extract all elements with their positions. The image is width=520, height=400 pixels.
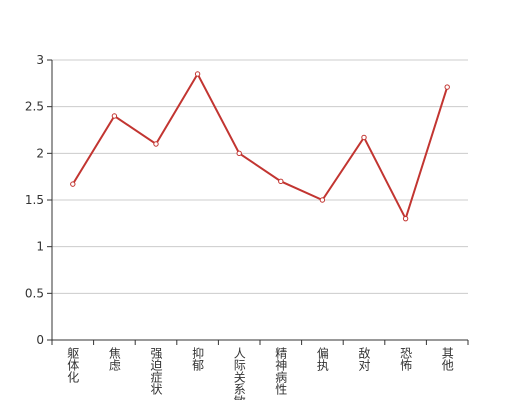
x-tick-label: 焦虑 — [107, 347, 121, 371]
y-tick-label: 0.5 — [25, 286, 44, 300]
line — [71, 71, 449, 222]
x-tick-label: 人际关系敏感 — [232, 347, 246, 400]
x-tick-label: 抑郁 — [191, 346, 205, 372]
y-tick-label: 0 — [36, 333, 44, 347]
x-tick-label: 强迫症状 — [149, 347, 163, 395]
y-tick-label: 1 — [36, 240, 44, 254]
point — [194, 71, 201, 77]
point — [319, 197, 326, 203]
y-tick-label: 2 — [36, 146, 44, 160]
point — [278, 178, 284, 185]
y-tick-label: 2.5 — [25, 100, 44, 114]
x-tick-label: 精神病性 — [274, 347, 288, 396]
x-tick-label: 躯体化 — [66, 346, 80, 384]
point — [402, 215, 409, 222]
x-tick-label: 其他 — [440, 347, 454, 371]
y-tick-label: 3 — [36, 53, 44, 67]
x-tick-label: 敌对 — [357, 346, 371, 371]
point — [70, 181, 76, 187]
point — [111, 113, 118, 119]
point — [361, 134, 367, 141]
x-tick-label: 恐怖 — [399, 347, 413, 371]
x-tick-label: 偏执 — [315, 346, 329, 372]
point — [444, 84, 450, 90]
point — [236, 150, 242, 157]
y-tick-label: 1.5 — [25, 193, 44, 207]
point — [153, 141, 159, 147]
